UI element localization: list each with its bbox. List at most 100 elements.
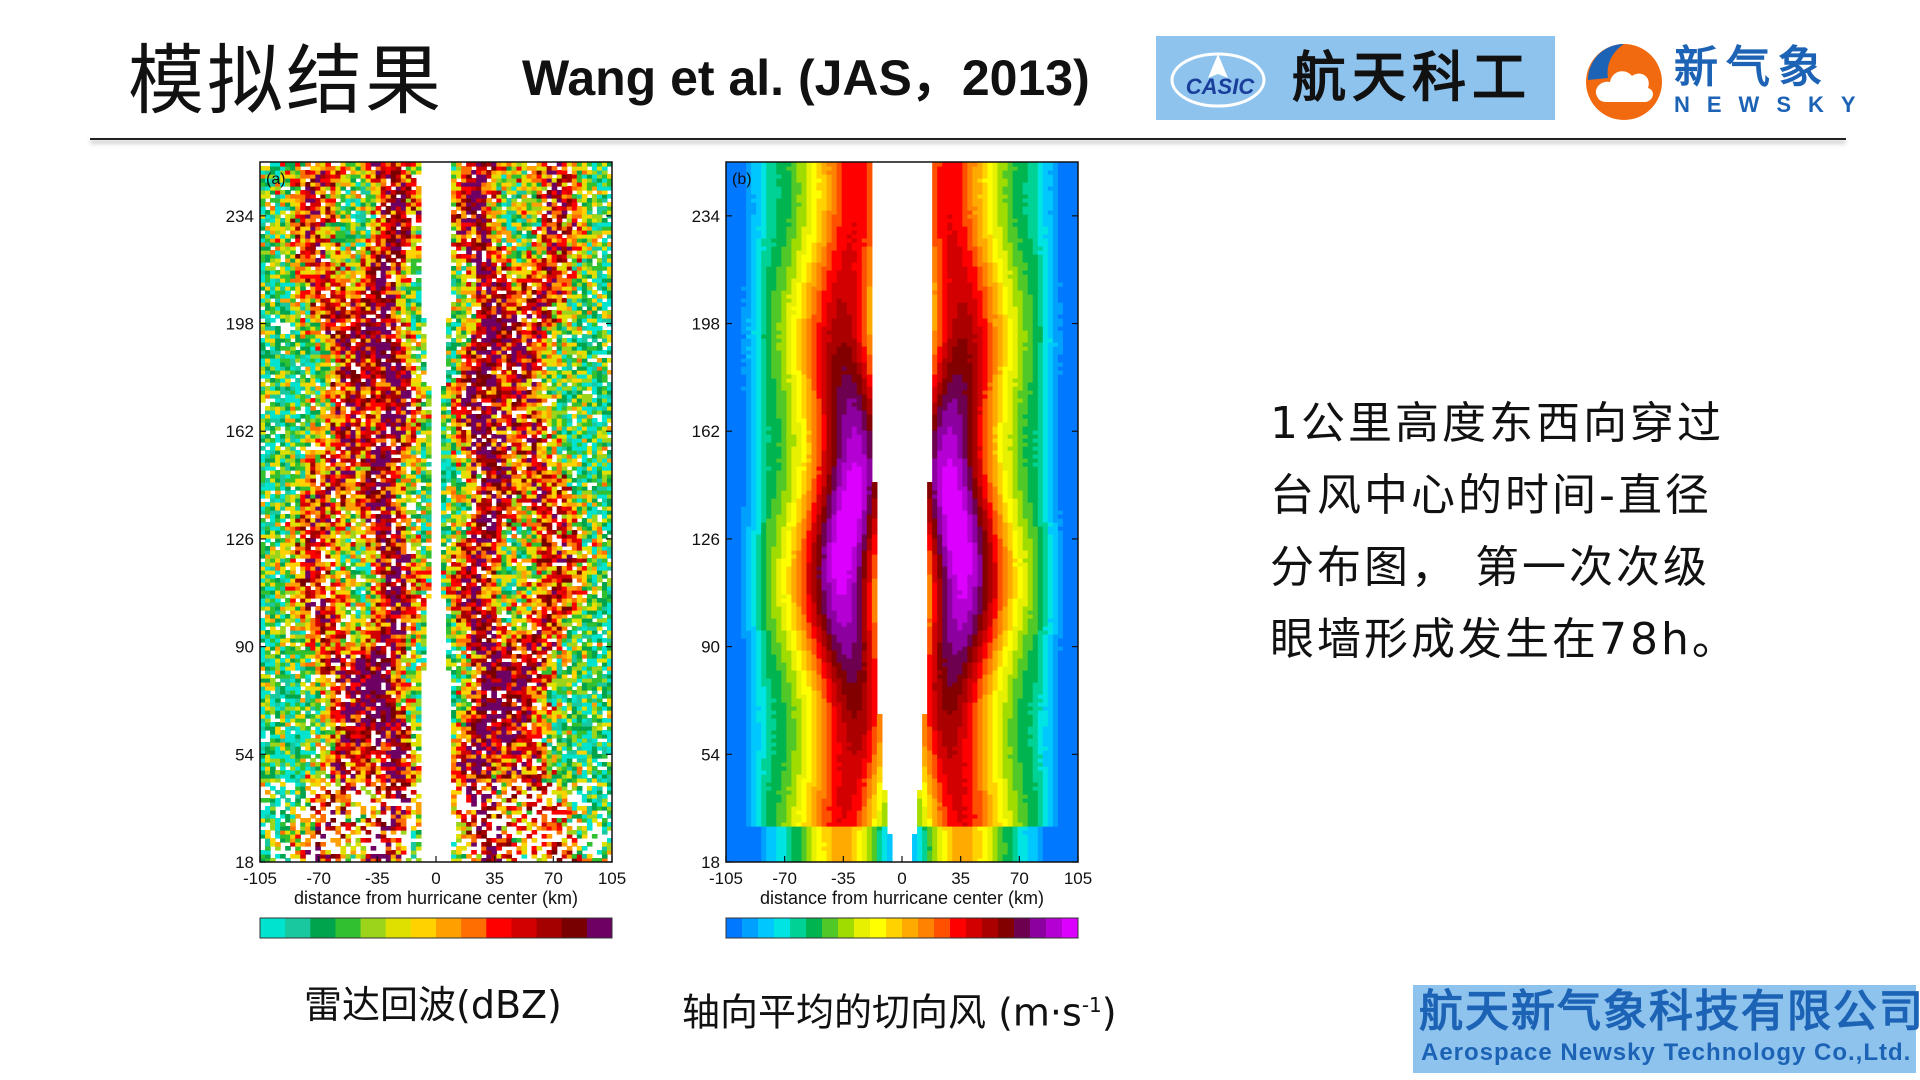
colorbar-swatch: [436, 918, 462, 938]
caption-radar: 雷达回波(dBZ): [304, 982, 562, 1028]
y-tick-label: 90: [701, 638, 720, 657]
x-tick-label: 70: [544, 869, 563, 888]
casic-emblem-text: CASIC: [1186, 74, 1256, 99]
panel-label: (b): [732, 171, 752, 188]
y-tick-label: 54: [701, 745, 720, 764]
citation: Wang et al. (JAS，2013): [522, 48, 1090, 108]
colorbar-swatch: [870, 918, 887, 938]
colorbar-swatch: [1014, 918, 1031, 938]
footer-company-logo: 航天新气象科技有限公司 Aerospace Newsky Technology …: [1413, 985, 1920, 1073]
colorbar-swatch: [410, 918, 437, 938]
y-tick-label: 162: [226, 422, 254, 441]
colorbar-swatch: [1046, 918, 1063, 938]
colorbar-tick-label: 26.: [718, 949, 735, 950]
colorbar-tick-label: 50.: [929, 949, 946, 950]
colorbar-swatch: [758, 918, 775, 938]
colorbar-tick-label: 42.: [403, 949, 420, 950]
newsky-cloud-icon: [1586, 44, 1662, 120]
colorbar-swatch: [486, 918, 512, 938]
y-tick-label: 18: [235, 853, 254, 872]
colorbar-tick-label: 34.: [788, 949, 805, 950]
colorbar-swatch: [511, 918, 537, 938]
y-tick-label: 54: [235, 745, 254, 764]
footer-company-name-cn: 航天新气象科技有限公司: [1419, 987, 1920, 1037]
description-text: 1公里高度东西向穿过 台风中心的时间-直径 分布图， 第一次次级 眼墙形成发生在…: [1270, 388, 1770, 676]
colorbar-swatch: [1030, 918, 1047, 938]
plot-area: [260, 162, 612, 862]
x-tick-label: 0: [897, 869, 906, 888]
caption-wind-prefix: 轴向平均的切向风 (m·s: [682, 991, 1082, 1035]
description-line: 眼墙形成发生在78h。: [1270, 604, 1770, 676]
colorbar-tick-label: 38.: [823, 949, 840, 950]
colorbar-swatch: [822, 918, 839, 938]
colorbar-tick-label: 54.: [964, 949, 981, 950]
x-tick-label: 70: [1010, 869, 1029, 888]
colorbar-tick-label: 62.: [1034, 949, 1051, 950]
colorbar-swatch: [774, 918, 791, 938]
newsky-name-en: NEWSKY: [1674, 92, 1873, 118]
x-tick-label: -35: [365, 869, 390, 888]
colorbar-frame: [725, 917, 1079, 939]
colorbar-swatch: [742, 918, 759, 938]
colorbar-swatch: [726, 918, 743, 938]
colorbar-swatch: [536, 918, 563, 938]
caption-wind-unit-sup: -1: [1082, 993, 1102, 1017]
y-tick-label: 234: [692, 207, 720, 226]
colorbar-swatch: [966, 918, 983, 938]
colorbar-swatch: [461, 918, 487, 938]
x-axis-label: distance from hurricane center (km): [294, 888, 578, 908]
colorbar-swatch: [586, 918, 613, 938]
y-tick-label: 90: [235, 638, 254, 657]
newsky-name-cn: 新气象: [1674, 42, 1830, 94]
colorbar-tick-label: 42.: [858, 949, 875, 950]
footer-company-name-en: Aerospace Newsky Technology Co.,Ltd.: [1421, 1039, 1911, 1067]
colorbar-swatch: [561, 918, 588, 938]
colorbar-swatch: [385, 918, 412, 938]
plot-area: [726, 162, 1078, 862]
x-tick-label: 0: [431, 869, 440, 888]
x-tick-label: 35: [485, 869, 504, 888]
chart-tangential-wind: (b) 18 54 90 126 162 198 234 -105 -70 -35 0 35 70 105 d…: [692, 161, 1092, 950]
x-axis-label: distance from hurricane center (km): [760, 888, 1044, 908]
colorbar-tick-label: 46.: [894, 949, 911, 950]
colorbar-swatch: [1062, 918, 1079, 938]
colorbar-swatch: [335, 918, 361, 938]
colorbar-swatch: [950, 918, 967, 938]
colorbar-swatch: [360, 918, 387, 938]
y-tick-label: 198: [692, 315, 720, 334]
description-line: 台风中心的时间-直径: [1270, 460, 1770, 532]
colorbar-swatch: [285, 918, 311, 938]
colorbar-swatch: [902, 918, 919, 938]
colorbar-swatch: [982, 918, 999, 938]
casic-logo: CASIC 航天科工: [1156, 36, 1555, 120]
colorbar-swatch: [260, 918, 286, 938]
x-tick-label: 35: [951, 869, 970, 888]
colorbar-tick-label: 54.: [553, 949, 570, 950]
x-tick-label: -105: [709, 869, 743, 888]
caption-wind: 轴向平均的切向风 (m·s-1): [682, 982, 1117, 1036]
colorbar-tick-label: 30.: [252, 949, 269, 950]
colorbar-swatch: [886, 918, 903, 938]
description-line: 分布图， 第一次次级: [1270, 532, 1770, 604]
x-tick-label: -105: [243, 869, 277, 888]
colorbar-swatch: [918, 918, 935, 938]
y-tick-label: 162: [692, 422, 720, 441]
colorbar-tick-label: 58.: [604, 949, 621, 950]
colorbar-tick-label: 50.: [503, 949, 520, 950]
colorbar-swatch: [310, 918, 336, 938]
x-tick-label: -70: [306, 869, 331, 888]
y-tick-label: 198: [226, 315, 254, 334]
colorbar-swatch: [998, 918, 1015, 938]
y-tick-label: 18: [701, 853, 720, 872]
colorbar-tick-label: 46.: [453, 949, 470, 950]
colorbar-swatch: [806, 918, 823, 938]
casic-emblem-icon: CASIC: [1170, 52, 1266, 108]
y-tick-label: 234: [226, 207, 254, 226]
y-tick-label: 126: [692, 530, 720, 549]
chart-radar-reflectivity: (a) 18 54 90 126 162 198 234 -105 -70 -35 0 35 70 105 d…: [226, 161, 626, 950]
panel-label: (a): [266, 171, 286, 188]
colorbar-frame: [259, 917, 613, 939]
casic-name: 航天科工: [1292, 42, 1532, 114]
x-tick-label: -35: [831, 869, 856, 888]
description-line: 1公里高度东西向穿过: [1270, 388, 1770, 460]
